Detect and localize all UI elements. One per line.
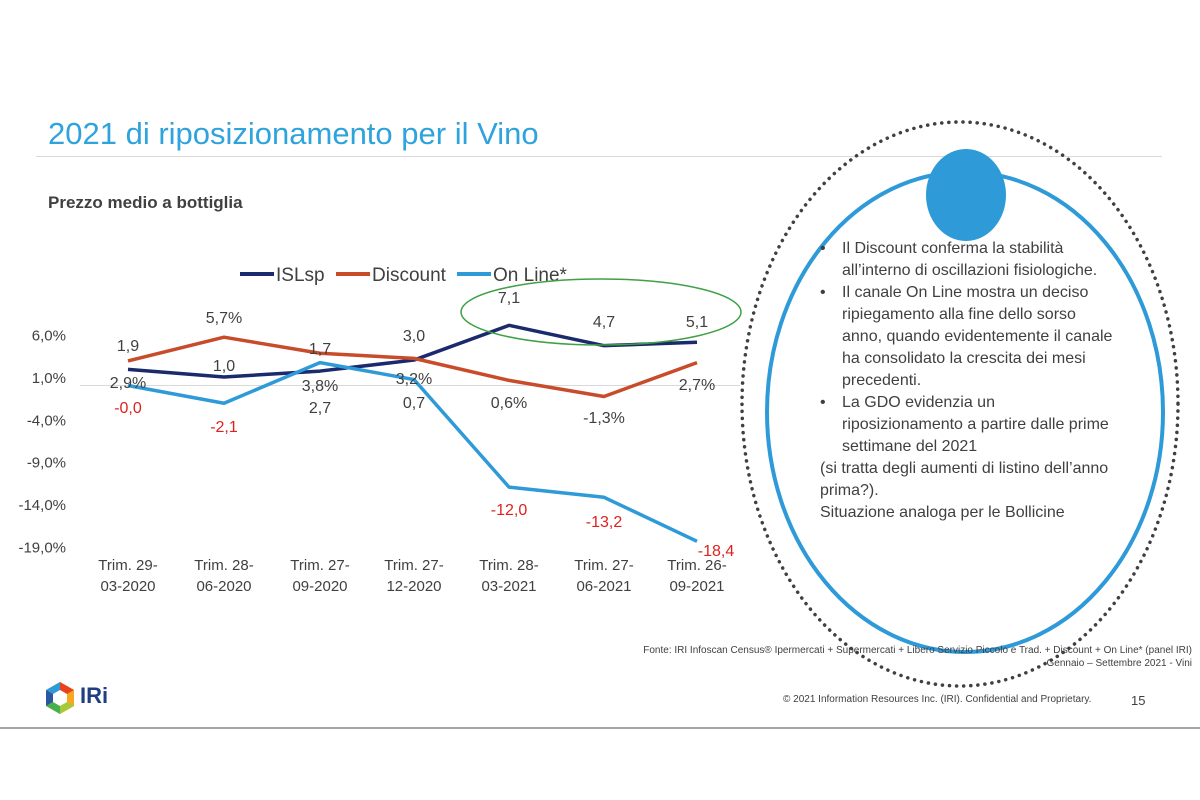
x-tick-label: Trim. 27-: [290, 557, 349, 574]
note-conclusion: Situazione analoga per le Bollicine: [820, 504, 1065, 521]
data-label: -0,0: [114, 400, 142, 417]
y-tick-label: 1,0%: [32, 370, 66, 387]
x-tick-label: Trim. 28-: [194, 557, 253, 574]
y-tick-label: -9,0%: [27, 455, 66, 472]
data-label: -1,3%: [583, 410, 625, 427]
copyright: © 2021 Information Resources Inc. (IRI).…: [783, 694, 1092, 705]
series-line-online: [127, 360, 698, 543]
title-divider: [36, 156, 1162, 157]
data-label: 0,6%: [491, 395, 527, 412]
data-label: 2,9%: [110, 375, 146, 392]
highlight-ellipse: [460, 278, 742, 346]
source-note: Fonte: IRI Infoscan Census® Ipermercati …: [643, 644, 1192, 670]
y-tick-label: -14,0%: [18, 497, 66, 514]
legend-label: Discount: [372, 265, 447, 286]
data-label: 5,1: [686, 314, 708, 331]
note-aside: (si tratta degli aumenti di listino dell…: [820, 460, 1109, 499]
x-tick-label: 09-2021: [669, 578, 724, 595]
data-label: 3,8%: [302, 378, 338, 395]
x-tick-label: Trim. 27-: [384, 557, 443, 574]
x-tick-label: 03-2020: [100, 578, 155, 595]
source-line: Fonte: IRI Infoscan Census® Ipermercati …: [643, 645, 1192, 656]
footer-divider: [0, 727, 1200, 729]
x-tick-label: 06-2021: [576, 578, 631, 595]
x-tick-label: Trim. 29-: [98, 557, 157, 574]
page-number: 15: [1131, 693, 1146, 708]
data-label: 1,0: [213, 358, 235, 375]
data-label: 0,7: [403, 395, 425, 412]
legend-label: ISLsp: [276, 265, 325, 286]
note-bullet: Il canale On Line mostra un deciso ripie…: [820, 282, 1120, 392]
iri-logo-icon: [46, 682, 74, 714]
x-tick-label: 06-2020: [196, 578, 251, 595]
x-tick-label: Trim. 26-: [667, 557, 726, 574]
note-bullet: Il Discount conferma la stabilità all’in…: [820, 238, 1120, 282]
data-label: -12,0: [491, 502, 528, 519]
dotted-highlight-circle: [740, 120, 1180, 688]
data-label: 2,7: [309, 400, 331, 417]
callout-dot: [926, 149, 1006, 241]
note-bullet: La GDO evidenzia un riposizionamento a p…: [820, 392, 1120, 458]
chart-subtitle: Prezzo medio a bottiglia: [48, 193, 243, 212]
data-label: 4,7: [593, 314, 615, 331]
logo-text: IRi: [80, 683, 109, 708]
slide-title: 2021 di riposizionamento per il Vino: [48, 116, 539, 151]
x-tick-label: 12-2020: [386, 578, 441, 595]
data-label: -2,1: [210, 419, 238, 436]
source-period: Gennaio – Settembre 2021 - Vini: [1046, 658, 1192, 669]
y-tick-label: 6,0%: [32, 328, 66, 345]
x-tick-label: 03-2021: [481, 578, 536, 595]
data-label: 3,2%: [396, 371, 432, 388]
data-label: 1,9: [117, 338, 139, 355]
x-tick-label: Trim. 28-: [479, 557, 538, 574]
data-label: 3,0: [403, 328, 425, 345]
data-label: 5,7%: [206, 310, 242, 327]
data-label: 2,7%: [679, 377, 715, 394]
x-tick-label: 09-2020: [292, 578, 347, 595]
data-label: -13,2: [586, 514, 623, 531]
y-tick-label: -19,0%: [18, 539, 66, 556]
data-label: 1,7: [309, 341, 331, 358]
y-tick-label: -4,0%: [27, 412, 66, 429]
data-label: -18,4: [698, 543, 735, 560]
series-line-discount: [127, 335, 698, 399]
x-tick-label: Trim. 27-: [574, 557, 633, 574]
commentary-notes: Il Discount conferma la stabilità all’in…: [820, 238, 1120, 524]
data-label: 7,1: [498, 290, 520, 307]
